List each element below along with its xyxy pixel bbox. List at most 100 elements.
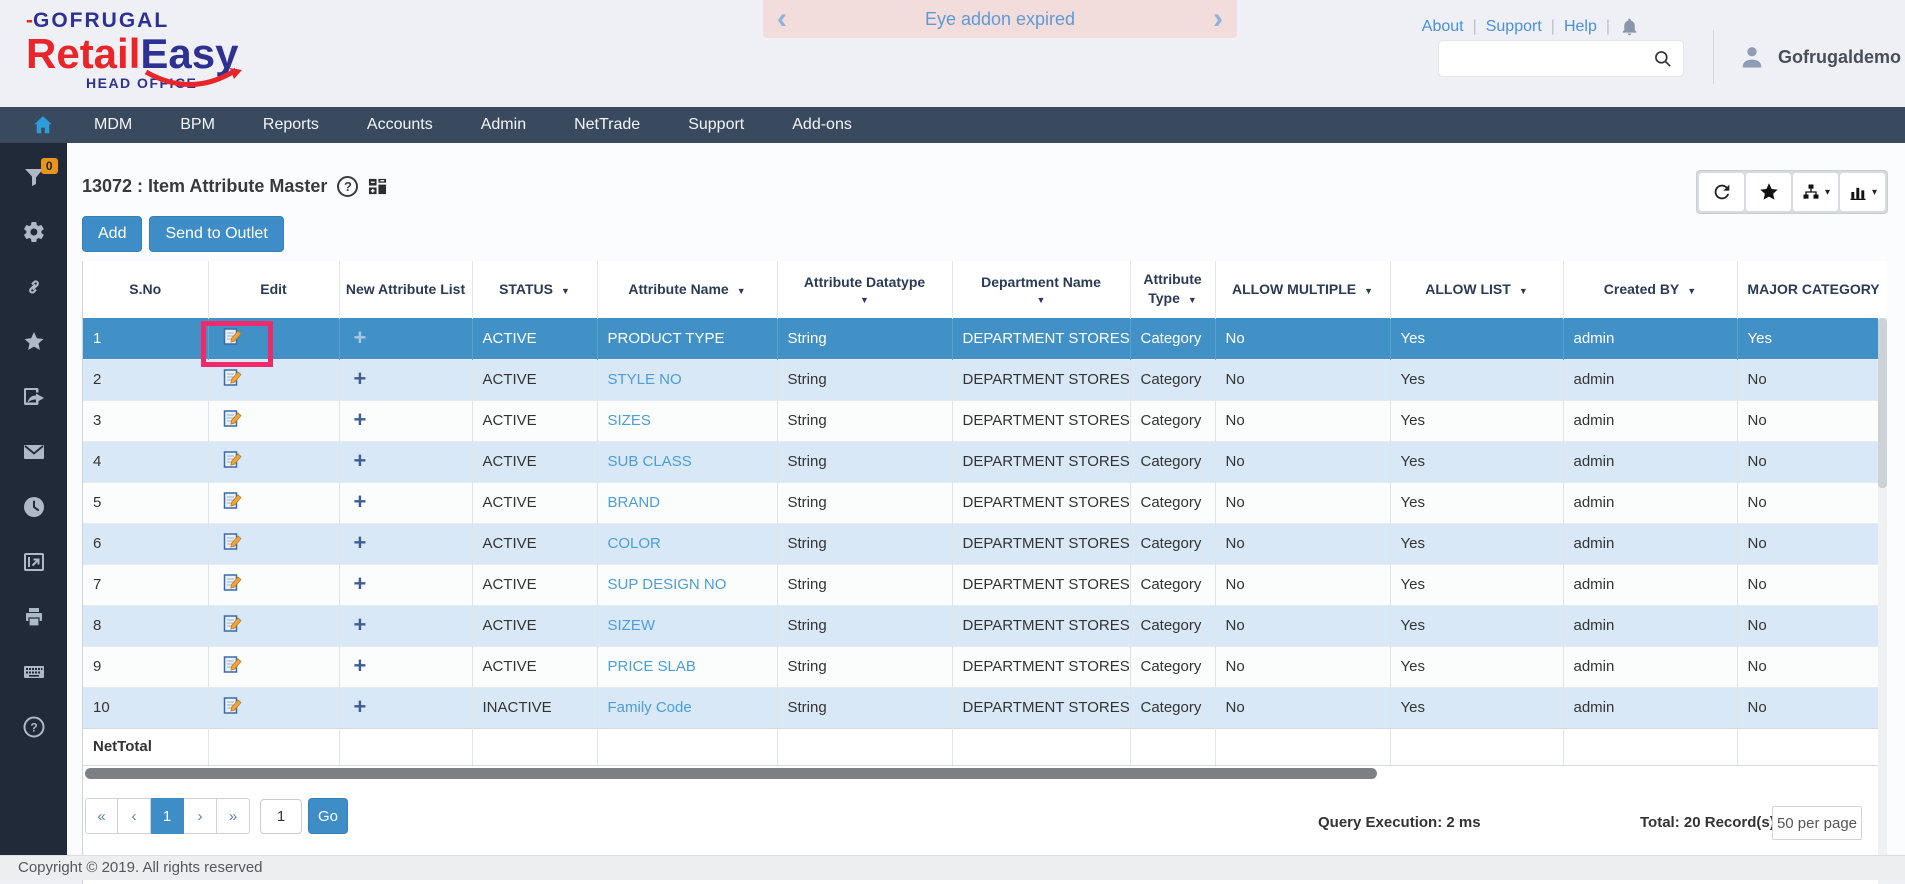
add-attribute-value-icon[interactable]: +: [353, 325, 367, 350]
edit-icon[interactable]: [219, 573, 242, 596]
column-header-status[interactable]: STATUS ▼: [472, 261, 598, 318]
nav-item-reports[interactable]: Reports: [262, 116, 319, 133]
attribute-name-link[interactable]: SUB CLASS: [607, 453, 692, 470]
edit-icon[interactable]: [219, 696, 242, 719]
banner-next-icon[interactable]: ›: [1213, 2, 1223, 35]
keyboard-icon[interactable]: [22, 660, 46, 684]
attribute-name-link[interactable]: Family Code: [607, 699, 692, 716]
vertical-scrollbar[interactable]: [1878, 318, 1887, 884]
column-header-allow-multiple[interactable]: ALLOW MULTIPLE ▼: [1215, 261, 1391, 318]
add-attribute-value-icon[interactable]: +: [353, 489, 367, 514]
edit-icon[interactable]: [219, 655, 242, 678]
settings-gear-icon[interactable]: [22, 220, 46, 244]
column-header-created-by[interactable]: Created BY ▼: [1563, 261, 1738, 318]
nav-item-accounts[interactable]: Accounts: [366, 116, 433, 133]
bell-icon[interactable]: [1619, 16, 1640, 37]
edit-icon[interactable]: [219, 368, 242, 391]
table-row[interactable]: 7 + ACTIVE SUP DESIGN NO String DEPARTMENT ST…: [83, 563, 1887, 605]
about-link[interactable]: About: [1421, 17, 1464, 35]
add-attribute-value-icon[interactable]: +: [353, 694, 367, 719]
go-button[interactable]: Go: [308, 798, 349, 834]
edit-icon[interactable]: [219, 327, 242, 350]
column-header-attribute-type[interactable]: Attribute Type ▼: [1130, 261, 1216, 318]
add-attribute-value-icon[interactable]: +: [353, 612, 367, 637]
table-row[interactable]: 1 + ACTIVE PRODUCT TYPE String DEPARTMENT STO…: [83, 317, 1887, 359]
table-row[interactable]: 2 + ACTIVE STYLE NO String DEPARTMENT STORES C…: [83, 358, 1887, 400]
send-to-outlet-button[interactable]: Send to Outlet: [149, 216, 284, 252]
nav-item-nettrade[interactable]: NetTrade: [574, 116, 641, 133]
history-clock-icon[interactable]: [22, 495, 46, 519]
attribute-name-link[interactable]: SIZES: [607, 412, 651, 429]
printer-icon[interactable]: [22, 605, 46, 629]
attribute-name-link[interactable]: SUP DESIGN NO: [607, 576, 727, 593]
edit-icon[interactable]: [219, 409, 242, 432]
attribute-name-link[interactable]: BRAND: [607, 494, 661, 511]
home-icon[interactable]: [16, 114, 70, 136]
share-icon[interactable]: [22, 385, 46, 409]
attribute-name-link[interactable]: PRODUCT TYPE: [607, 330, 725, 347]
first-page-button[interactable]: «: [85, 798, 118, 834]
favorites-star-icon[interactable]: [22, 330, 46, 354]
attribute-name-link[interactable]: STYLE NO: [607, 371, 682, 388]
prev-page-button[interactable]: ‹: [118, 798, 151, 834]
add-attribute-value-icon[interactable]: +: [353, 653, 367, 678]
attribute-name-link[interactable]: COLOR: [607, 535, 661, 552]
column-header-edit[interactable]: Edit: [208, 261, 340, 318]
column-header-new-attribute-list[interactable]: New Attribute List: [339, 261, 473, 318]
nav-item-support[interactable]: Support: [688, 116, 745, 133]
table-row[interactable]: 5 + ACTIVE BRAND String DEPARTMENT STORES Cate…: [83, 481, 1887, 523]
add-attribute-value-icon[interactable]: +: [353, 448, 367, 473]
column-header-department-name[interactable]: Department Name ▼: [952, 261, 1131, 318]
filter-icon[interactable]: 0: [22, 158, 58, 189]
edit-icon[interactable]: [219, 491, 242, 514]
add-attribute-value-icon[interactable]: +: [353, 366, 367, 391]
horizontal-scrollbar-thumb[interactable]: [85, 768, 1377, 779]
hierarchy-view-button[interactable]: ▾: [1793, 173, 1838, 211]
attribute-name-link[interactable]: PRICE SLAB: [607, 658, 696, 675]
add-button[interactable]: Add: [82, 216, 143, 252]
help-link[interactable]: Help: [1563, 17, 1597, 35]
link-icon[interactable]: [22, 275, 46, 299]
edit-icon[interactable]: [219, 532, 242, 555]
banner-prev-icon[interactable]: ‹: [777, 2, 787, 35]
table-row[interactable]: 9 + ACTIVE PRICE SLAB String DEPARTMENT STORE…: [83, 645, 1887, 687]
cell-datatype: String: [777, 399, 953, 441]
refresh-button[interactable]: [1699, 173, 1744, 211]
column-header-attribute-datatype[interactable]: Attribute Datatype ▼: [777, 261, 953, 318]
favorite-button[interactable]: [1746, 173, 1791, 211]
edit-icon[interactable]: [219, 614, 242, 637]
column-header-major-category[interactable]: MAJOR CATEGORY▼: [1737, 261, 1887, 318]
table-row[interactable]: 10 + INACTIVE Family Code String DEPARTMENT S…: [83, 686, 1887, 728]
next-page-button[interactable]: ›: [184, 798, 217, 834]
per-page-select[interactable]: 50 per page: [1772, 806, 1862, 840]
search-icon[interactable]: [1653, 49, 1673, 69]
add-attribute-value-icon[interactable]: +: [353, 407, 367, 432]
table-row[interactable]: 4 + ACTIVE SUB CLASS String DEPARTMENT STORES…: [83, 440, 1887, 482]
chart-view-button[interactable]: ▾: [1840, 173, 1885, 211]
column-header-allow-list[interactable]: ALLOW LIST ▼: [1390, 261, 1564, 318]
column-header-s-no[interactable]: S.No: [83, 261, 209, 318]
customize-grid-icon[interactable]: [368, 177, 387, 196]
attribute-name-link[interactable]: SIZEW: [607, 617, 656, 634]
user-menu[interactable]: Gofrugaldemo: [1713, 30, 1901, 84]
add-attribute-value-icon[interactable]: +: [353, 571, 367, 596]
nav-item-admin[interactable]: Admin: [480, 116, 527, 133]
table-row[interactable]: 6 + ACTIVE COLOR String DEPARTMENT STORES Cate…: [83, 522, 1887, 564]
table-row[interactable]: 8 + ACTIVE SIZEW String DEPARTMENT STORES Cate…: [83, 604, 1887, 646]
search-input[interactable]: [1449, 50, 1653, 67]
page-help-icon[interactable]: ?: [337, 176, 359, 197]
column-header-attribute-name[interactable]: Attribute Name ▼: [597, 261, 778, 318]
table-row[interactable]: 3 + ACTIVE SIZES String DEPARTMENT STORES Cate…: [83, 399, 1887, 441]
last-page-button[interactable]: »: [217, 798, 250, 834]
nav-item-mdm[interactable]: MDM: [94, 116, 133, 133]
support-link[interactable]: Support: [1485, 17, 1542, 35]
nav-item-bpm[interactable]: BPM: [180, 116, 215, 133]
help-icon[interactable]: ?: [22, 715, 46, 739]
export-window-icon[interactable]: [22, 550, 46, 574]
goto-page-input[interactable]: [260, 798, 302, 834]
edit-icon[interactable]: [219, 450, 242, 473]
nav-item-add-ons[interactable]: Add-ons: [792, 116, 852, 133]
page-number-button[interactable]: 1: [151, 798, 184, 834]
mail-icon[interactable]: [22, 440, 46, 464]
add-attribute-value-icon[interactable]: +: [353, 530, 367, 555]
